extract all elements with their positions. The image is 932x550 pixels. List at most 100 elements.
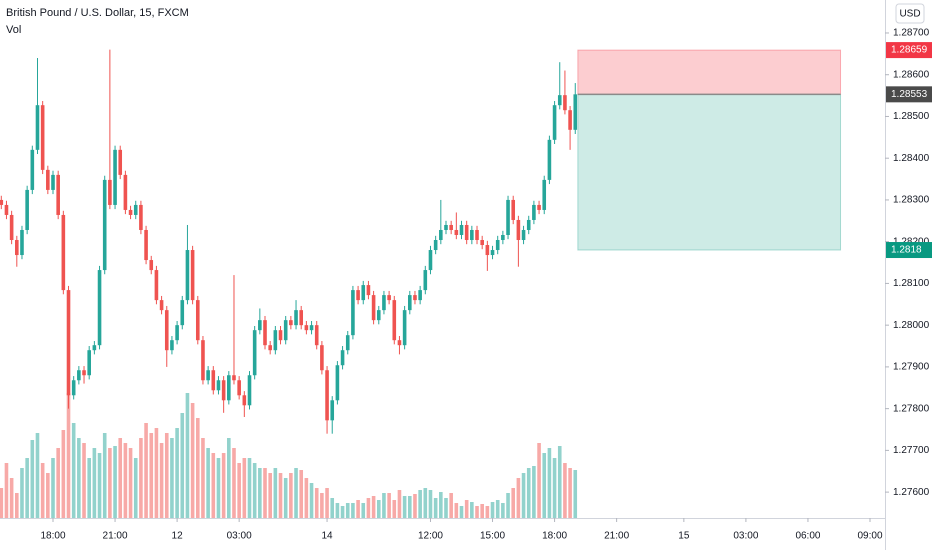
candle-body <box>294 310 298 326</box>
volume-bar <box>361 503 366 518</box>
candle-body <box>190 250 195 301</box>
candle-body <box>149 260 154 271</box>
volume-bar <box>263 468 267 518</box>
x-tick-label: 21:00 <box>604 531 629 542</box>
volume-bar <box>30 440 35 518</box>
currency-box[interactable] <box>895 3 925 24</box>
price-label-box <box>886 86 932 103</box>
target-zone <box>577 93 842 251</box>
volume-bar <box>87 458 91 518</box>
volume-bar <box>201 438 205 518</box>
candle-body <box>118 149 123 175</box>
volume-bar <box>485 506 490 518</box>
volume-bar <box>454 503 459 518</box>
volume-bar <box>128 448 133 518</box>
candle-body <box>113 149 117 205</box>
volume-bar <box>247 458 252 518</box>
volume-bar <box>252 463 257 518</box>
volume-bar <box>195 418 200 518</box>
candle-body <box>470 229 474 241</box>
candle-body <box>273 330 278 351</box>
volume-bar <box>501 503 505 518</box>
candle-body <box>170 340 174 351</box>
candle-body <box>428 250 433 271</box>
volume-label: Vol <box>6 24 21 36</box>
volume-bar <box>382 493 386 518</box>
volume-bar <box>320 493 324 518</box>
candle-body <box>46 169 50 190</box>
volume-bar <box>0 488 4 518</box>
y-tick-label: 1.28500 <box>893 111 930 122</box>
volume-bar <box>46 473 50 518</box>
volume-bar <box>102 433 107 518</box>
candle-body <box>444 224 448 230</box>
candle-body <box>0 199 4 205</box>
price-label-box <box>886 242 932 259</box>
volume-bar <box>20 468 24 518</box>
volume-bar <box>449 493 453 518</box>
candle-body <box>206 370 210 381</box>
x-tick-label: 15 <box>678 531 690 542</box>
candle-body <box>164 310 169 351</box>
candle-body <box>159 300 164 311</box>
candle-body <box>40 105 45 170</box>
candle-body <box>506 199 510 235</box>
volume-bar <box>330 498 335 518</box>
candle-body <box>325 370 329 421</box>
candle-body <box>387 295 391 301</box>
candle-body <box>361 285 366 301</box>
volume-bar <box>206 448 210 518</box>
volume-bar <box>568 468 572 518</box>
candle-body <box>263 320 267 346</box>
candle-body <box>433 240 438 251</box>
volume-bar <box>77 438 81 518</box>
candle-body <box>568 110 572 130</box>
candle-body <box>221 380 226 401</box>
candle-body <box>552 105 557 140</box>
candle-body <box>413 295 417 301</box>
volume-bar <box>490 502 495 518</box>
volume-bar <box>149 433 154 518</box>
volume-bar <box>294 468 298 518</box>
volume-bar <box>480 504 484 518</box>
candle-body <box>480 240 484 246</box>
volume-bar <box>537 443 541 518</box>
volume-bar <box>82 443 86 518</box>
volume-bar <box>268 473 272 518</box>
candle-body <box>51 174 55 190</box>
stop-zone <box>577 49 842 95</box>
volume-bar <box>113 446 117 518</box>
candle-body <box>154 270 159 301</box>
volume-bar <box>139 438 143 518</box>
candle-body <box>289 320 293 326</box>
price-label: 1.28553 <box>891 89 928 100</box>
candle-body <box>557 95 562 106</box>
candle-body <box>175 325 179 341</box>
volume-bar <box>335 503 340 518</box>
volume-bar <box>573 470 578 518</box>
volume-bar <box>61 430 66 518</box>
volume-bar <box>459 506 464 518</box>
volume-bar <box>299 470 304 518</box>
candle-body <box>485 245 490 256</box>
currency[interactable]: USD <box>899 9 920 20</box>
volume-bar <box>371 496 376 518</box>
candle-body <box>351 290 355 336</box>
candle-body <box>211 370 216 391</box>
volume-bar <box>159 443 164 518</box>
candle-body <box>102 179 107 271</box>
candle-body <box>542 179 547 210</box>
candle-body <box>66 290 71 396</box>
x-tick-label: 15:00 <box>480 531 505 542</box>
volume-bar <box>464 500 469 518</box>
volume-bar <box>495 500 500 518</box>
candle-body <box>92 345 97 351</box>
candle-body <box>227 375 231 401</box>
volume-bar <box>221 453 226 518</box>
volume-bar <box>309 483 314 518</box>
plot-area <box>0 49 842 518</box>
x-tick-label: 18:00 <box>40 531 65 542</box>
volume-bar <box>92 448 97 518</box>
candle-body <box>195 300 200 341</box>
